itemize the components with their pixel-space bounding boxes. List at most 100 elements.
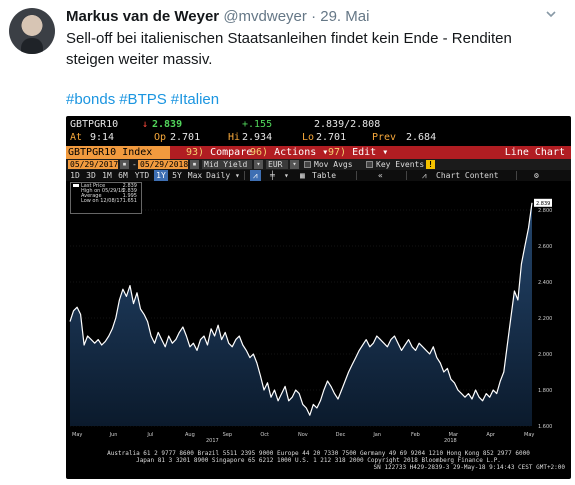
prev-value: 2.684 <box>406 132 437 143</box>
tweet-text: Sell-off bei italienischen Staatsanleihe… <box>66 30 512 68</box>
tweet-date[interactable]: 29. Mai <box>320 8 370 25</box>
ticker: GBTPGR10 <box>70 119 119 130</box>
range-3d[interactable]: 3D <box>86 171 96 180</box>
low-label: Lo <box>302 132 315 143</box>
table-icon[interactable]: ▦ <box>300 171 305 180</box>
legend-item: Last Price 2.839 <box>73 184 139 189</box>
start-date-field[interactable]: 05/29/2017 <box>68 160 119 169</box>
quote-row-2: At 9:14 Op 2.701 Hi 2.934 Lo 2.701 Prev … <box>66 131 571 144</box>
legend-swatch <box>73 184 79 187</box>
at-label: At <box>70 132 83 143</box>
price-area <box>70 202 532 426</box>
control-bar: 05/29/2017 ▪ - 05/29/2018 ▪ Mid Yield ▾ … <box>66 159 571 170</box>
x-tick-label: May <box>524 432 534 438</box>
range-max[interactable]: Max <box>187 171 203 180</box>
author-name[interactable]: Markus van de Weyer <box>66 8 220 25</box>
gear-icon[interactable]: ⚙ <box>534 171 539 180</box>
x-tick-label: Feb <box>411 432 420 438</box>
x-tick-label: Jul <box>146 432 153 438</box>
mov-avgs-label: Mov Avgs <box>314 160 353 169</box>
chevron-down-icon[interactable] <box>543 8 559 24</box>
key-events-checkbox[interactable] <box>366 161 373 168</box>
command-bar: GBTPGR10 Index 93) Compare 96) Actions ▾… <box>66 146 571 159</box>
chart-content-icon[interactable]: ⩘ <box>422 171 427 180</box>
high-value: 2.934 <box>242 132 273 143</box>
footer-line-2: Japan 81 3 3201 8900 Singapore 65 6212 1… <box>136 457 501 464</box>
range-bar: 1D 3D 1M 6M YTD 1Y 5Y Max Daily ▾ ⩘ ╪ ▾ … <box>66 170 571 181</box>
end-date-field[interactable]: 05/29/2018 <box>138 160 189 169</box>
frequency-select[interactable]: Daily ▾ <box>206 171 240 180</box>
command-input[interactable]: GBTPGR10 Index <box>66 146 170 159</box>
legend-item: High on 05/29/18 2.839 <box>81 188 137 194</box>
at-time: 9:14 <box>90 132 115 143</box>
range-1y[interactable]: 1Y <box>154 170 168 181</box>
currency-select[interactable]: EUR <box>266 160 288 169</box>
chevron-down-icon[interactable]: ▾ <box>290 160 299 169</box>
calendar-icon[interactable]: ▪ <box>120 160 129 169</box>
chevron-down-icon[interactable]: ▾ <box>254 160 263 169</box>
last-price: 2.839 <box>152 119 183 130</box>
footer-line-1: Australia 61 2 9777 8600 Brazil 5511 239… <box>107 450 530 457</box>
range-6m[interactable]: 6M <box>118 171 128 180</box>
price-change: +.155 <box>242 119 273 130</box>
y-tick-label: 1.600 <box>538 424 552 430</box>
collapse-icon[interactable]: « <box>378 171 383 180</box>
hashtag-bonds[interactable]: #bonds <box>66 91 116 108</box>
y-tick-label: 2.200 <box>538 316 552 322</box>
chart-legend[interactable]: Last Price 2.839 High on 05/29/18 2.839 Av… <box>70 182 142 214</box>
hashtags: #bonds #BTPS #Italien <box>66 91 223 108</box>
calendar-icon[interactable]: ▪ <box>190 160 199 169</box>
table-label[interactable]: Table <box>312 171 337 180</box>
author-handle[interactable]: @mvdweyer <box>223 8 307 25</box>
bid-ask: 2.839/2.808 <box>314 119 381 130</box>
y-tick-label: 2.800 <box>538 208 552 214</box>
down-arrow-icon: ↓ <box>142 119 149 130</box>
y-axis: 2.800 2.600 2.400 2.200 2.000 1.800 1.600 <box>538 208 552 430</box>
warning-icon[interactable]: ! <box>426 160 435 169</box>
chevron-down-icon[interactable]: ▾ <box>284 171 289 180</box>
x-tick-label: Nov <box>298 432 308 438</box>
chart-content-label[interactable]: Chart Content <box>436 171 499 180</box>
footer-line-3: SN 122733 H429-2839-3 29-May-18 9:14:43 … <box>373 464 565 471</box>
x-tick-label: Jan <box>372 432 381 438</box>
y-tick-label: 2.400 <box>538 280 552 286</box>
open-label: Op <box>154 132 167 143</box>
year-label: 2017 <box>206 438 219 444</box>
range-1m[interactable]: 1M <box>102 171 112 180</box>
chart-svg: 2.800 2.600 2.400 2.200 2.000 1.800 1.600 May J… <box>69 198 552 444</box>
bloomberg-chart-image[interactable]: GBTPGR10 ↓ 2.839 +.155 2.839/2.808 At 9:… <box>66 116 571 479</box>
legend-item: Average 1.995 <box>81 193 137 199</box>
bar-chart-icon[interactable]: ╪ <box>270 171 275 180</box>
mov-avgs-checkbox[interactable] <box>304 161 311 168</box>
legend-item: Low on 12/08/17 1.651 <box>81 198 137 204</box>
low-value: 2.701 <box>316 132 347 143</box>
menu-edit[interactable]: 97) Edit ▾ <box>328 147 389 158</box>
quote-row-1: GBTPGR10 ↓ 2.839 +.155 2.839/2.808 <box>66 118 571 131</box>
hashtag-btps[interactable]: #BTPS <box>119 91 167 108</box>
hashtag-italien[interactable]: #Italien <box>170 91 220 108</box>
x-tick-label: May <box>72 432 82 438</box>
field-select[interactable]: Mid Yield <box>202 160 252 169</box>
avatar[interactable] <box>9 8 55 54</box>
tweet-header: Markus van de Weyer @mvdweyer · 29. Mai <box>66 8 369 25</box>
x-tick-label: Apr <box>486 432 496 438</box>
open-value: 2.701 <box>170 132 201 143</box>
range-5y[interactable]: 5Y <box>172 171 182 180</box>
range-1d[interactable]: 1D <box>70 171 80 180</box>
price-line <box>69 202 533 416</box>
range-ytd[interactable]: YTD <box>134 171 150 180</box>
x-tick-label: Aug <box>185 432 195 438</box>
menu-actions[interactable]: 96) Actions ▾ <box>250 147 329 158</box>
x-axis: May Jun Jul Aug Sep Oct Nov Dec Jan Feb Mar Apr May 2… <box>72 432 534 444</box>
year-label: 2018 <box>444 438 457 444</box>
current-value-label: 2.839 <box>534 198 552 207</box>
high-label: Hi <box>228 132 241 143</box>
menu-compare[interactable]: 93) Compare <box>186 147 253 158</box>
separator-dot: · <box>311 8 317 25</box>
line-chart-icon[interactable]: ⩘ <box>250 170 261 181</box>
x-tick-label: Jun <box>109 432 118 438</box>
yield-chart[interactable]: 2.800 2.600 2.400 2.200 2.000 1.800 1.600 May J… <box>66 182 571 479</box>
current-value-box <box>534 198 552 207</box>
x-tick-label: Mar <box>449 432 459 438</box>
